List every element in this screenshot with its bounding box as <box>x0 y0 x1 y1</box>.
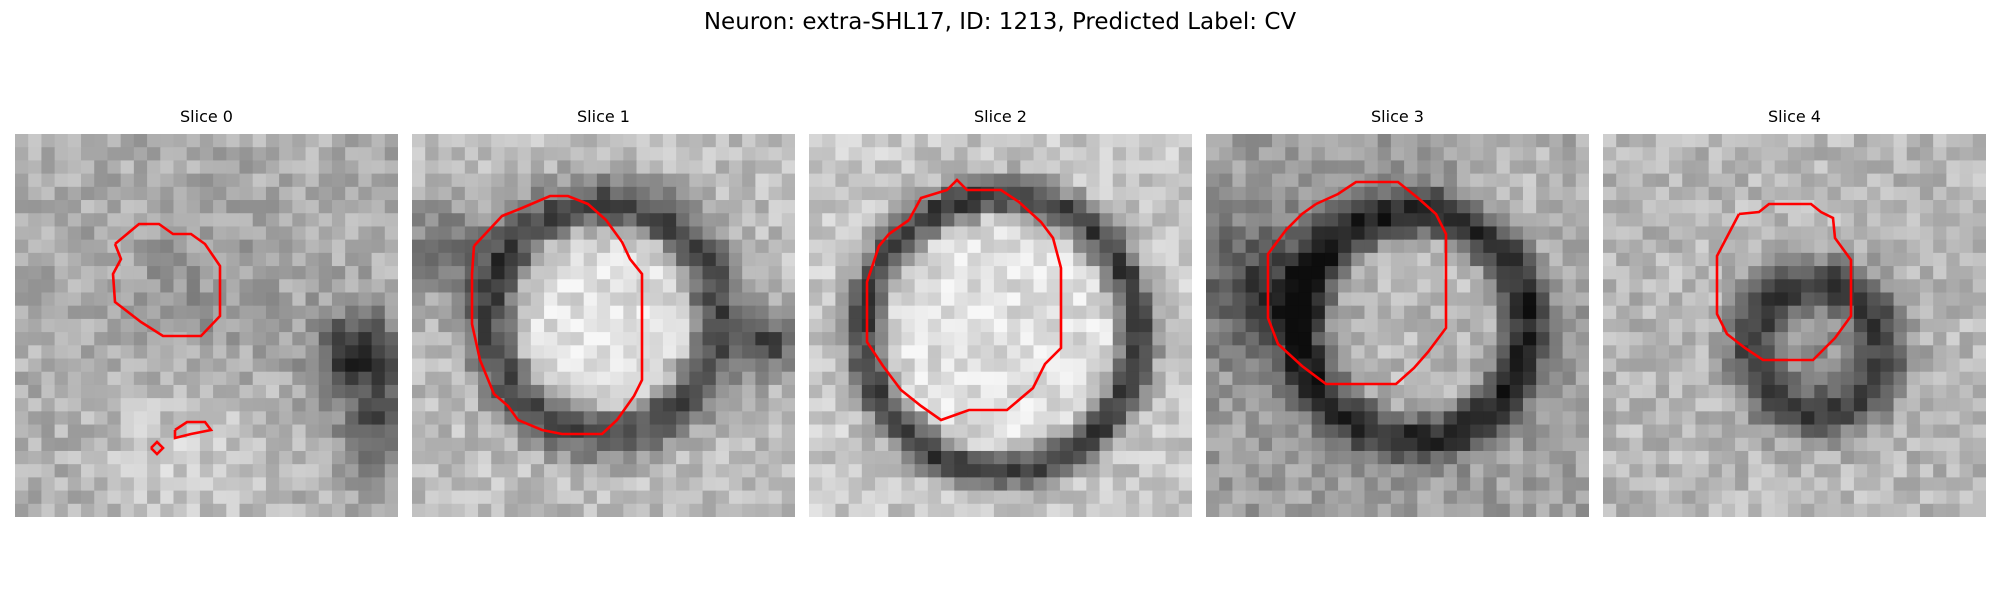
slice-3-pixels <box>1206 134 1589 517</box>
slice-title-2: Slice 2 <box>974 107 1027 126</box>
slice-image-4-canvas <box>1603 134 1986 517</box>
figure-title: Neuron: extra-SHL17, ID: 1213, Predicted… <box>703 9 1297 35</box>
slice-image-2-canvas <box>809 134 1192 517</box>
slice-image-3 <box>1206 134 1589 517</box>
slice-image-3-canvas <box>1206 134 1589 517</box>
slice-panel-4: Slice 4 <box>1603 106 1986 526</box>
slice-panel-2: Slice 2 <box>809 106 1192 526</box>
slice-panel-3: Slice 3 <box>1206 106 1589 526</box>
slice-image-1 <box>412 134 795 517</box>
slice-image-0-canvas <box>15 134 398 517</box>
slice-panel-0: Slice 0 <box>15 106 398 526</box>
slice-title-0: Slice 0 <box>180 107 233 126</box>
slice-0-contour-0 <box>111 222 222 338</box>
slice-0-contour-1 <box>173 420 214 440</box>
slice-4-contour-0 <box>1715 202 1853 362</box>
slice-title-1: Slice 1 <box>577 107 630 126</box>
slice-1-contour-0 <box>470 194 644 436</box>
slice-image-2 <box>809 134 1192 517</box>
slice-title-3: Slice 3 <box>1371 107 1424 126</box>
slice-0-pixels <box>15 134 398 517</box>
slice-2-contour-0 <box>865 178 1063 422</box>
slice-image-4 <box>1603 134 1986 517</box>
slice-2-pixels <box>809 134 1192 517</box>
slice-4-pixels <box>1603 134 1986 517</box>
slice-0-contour-2 <box>150 440 165 456</box>
slice-3-contour-0 <box>1266 180 1448 386</box>
slice-title-4: Slice 4 <box>1768 107 1821 126</box>
slice-1-pixels <box>412 134 795 517</box>
slice-panel-1: Slice 1 <box>412 106 795 526</box>
slice-image-1-canvas <box>412 134 795 517</box>
slice-image-0 <box>15 134 398 517</box>
